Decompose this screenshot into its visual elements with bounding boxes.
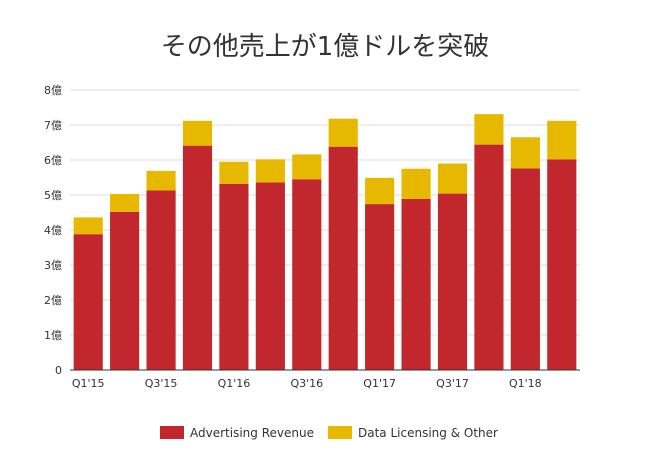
- y-axis-ticks: 0 1億 2億 3億 4億 5億 6億 7億 8億: [44, 84, 62, 377]
- bar-data-licensing-6: [292, 154, 322, 180]
- x-tick-label: Q1'16: [218, 377, 251, 390]
- legend-swatch: [328, 426, 352, 439]
- y-tick-label: 2億: [44, 294, 62, 307]
- bar-data-licensing-13: [547, 120, 577, 160]
- bar-advertising-11: [474, 144, 504, 370]
- bar-data-licensing-0: [73, 217, 103, 235]
- bar-advertising-6: [292, 179, 322, 370]
- bar-advertising-2: [146, 190, 176, 370]
- bar-data-licensing-1: [110, 193, 140, 212]
- y-tick-label: 1億: [44, 329, 62, 342]
- bar-advertising-5: [255, 182, 285, 370]
- legend-label: Data Licensing & Other: [358, 426, 498, 440]
- bar-data-licensing-5: [255, 159, 285, 183]
- bar-advertising-1: [110, 211, 140, 370]
- bar-data-licensing-4: [219, 161, 249, 184]
- y-tick-label: 6億: [44, 154, 62, 167]
- legend-label: Advertising Revenue: [190, 426, 314, 440]
- y-tick-label: 8億: [44, 84, 62, 97]
- x-tick-label: Q3'17: [436, 377, 469, 390]
- bar-advertising-0: [73, 234, 103, 370]
- legend-swatch: [160, 426, 184, 439]
- y-tick-label: 3億: [44, 259, 62, 272]
- y-tick-label: 7億: [44, 119, 62, 132]
- x-axis-ticks: Q1'15 Q3'15 Q1'16 Q3'16 Q1'17 Q3'17 Q1'18: [72, 377, 542, 390]
- y-tick-label: 5億: [44, 189, 62, 202]
- bar-data-licensing-2: [146, 170, 176, 191]
- bar-data-licensing-9: [401, 168, 431, 199]
- bar-advertising-13: [547, 159, 577, 370]
- bar-advertising-10: [437, 193, 468, 370]
- bar-data-licensing-11: [474, 114, 504, 145]
- x-tick-label: Q3'15: [145, 377, 178, 390]
- bar-advertising-8: [365, 204, 395, 370]
- bar-data-licensing-3: [182, 120, 213, 146]
- x-tick-label: Q1'18: [509, 377, 542, 390]
- legend: Advertising Revenue Data Licensing & Othe…: [160, 426, 498, 440]
- chart-title: その他売上が1億ドルを突破: [161, 32, 490, 62]
- bar-advertising-7: [328, 146, 358, 370]
- bars: [73, 114, 577, 370]
- x-tick-label: Q1'15: [72, 377, 105, 390]
- y-tick-label: 4億: [44, 224, 62, 237]
- bar-data-licensing-8: [365, 177, 395, 205]
- x-tick-label: Q1'17: [363, 377, 396, 390]
- bar-data-licensing-10: [437, 163, 468, 194]
- y-tick-label: 0: [55, 364, 62, 377]
- bar-advertising-4: [219, 183, 249, 370]
- bar-data-licensing-12: [510, 137, 540, 169]
- x-tick-label: Q3'16: [290, 377, 323, 390]
- bar-advertising-3: [182, 145, 213, 370]
- bar-data-licensing-7: [328, 118, 358, 147]
- bar-advertising-9: [401, 198, 431, 370]
- bar-advertising-12: [510, 168, 540, 370]
